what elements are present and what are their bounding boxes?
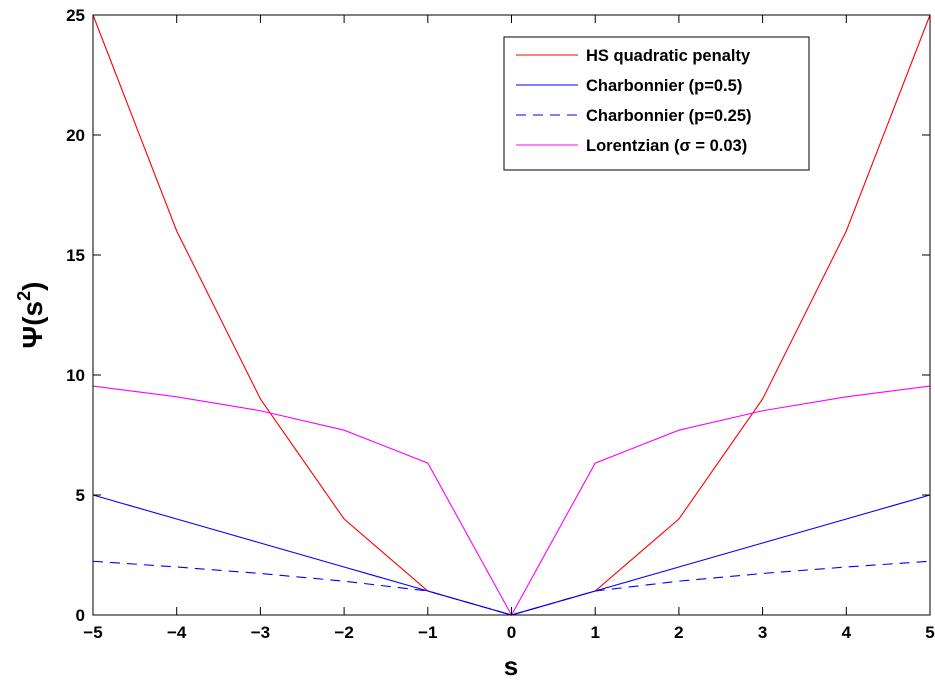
series-line-4 bbox=[92, 385, 931, 617]
y-tick-label: 15 bbox=[66, 246, 85, 265]
x-tick-label: 2 bbox=[674, 623, 683, 642]
y-tick-label: 5 bbox=[76, 486, 85, 505]
y-axis-label-superscript: 2 bbox=[14, 291, 34, 301]
y-tick-label: 0 bbox=[76, 606, 85, 625]
axis-ticks bbox=[92, 14, 931, 616]
x-tick-label: −3 bbox=[251, 623, 270, 642]
y-tick-label: 20 bbox=[66, 126, 85, 145]
x-tick-labels: −5 −4 −3 −2 −1 0 1 2 3 4 5 bbox=[83, 623, 934, 642]
legend-label-1: HS quadratic penalty bbox=[586, 47, 751, 65]
y-tick-labels: 0 5 10 15 20 25 bbox=[66, 6, 85, 625]
x-tick-label: −2 bbox=[334, 623, 353, 642]
x-tick-label: 3 bbox=[758, 623, 767, 642]
x-tick-label: −1 bbox=[418, 623, 437, 642]
x-axis-label: s bbox=[504, 651, 518, 680]
y-axis-label-suffix: ) bbox=[17, 282, 48, 291]
legend: HS quadratic penalty Charbonnier (p=0.5) C… bbox=[503, 36, 810, 171]
x-tick-label: 1 bbox=[590, 623, 599, 642]
legend-label-3: Charbonnier (p=0.25) bbox=[586, 107, 752, 125]
y-tick-label: 10 bbox=[66, 366, 85, 385]
series-line-3 bbox=[92, 560, 931, 616]
legend-label-2: Charbonnier (p=0.5) bbox=[586, 77, 742, 95]
x-tick-label: 5 bbox=[925, 623, 934, 642]
y-axis-label: Ψ(s2) bbox=[14, 282, 48, 349]
series-line-2 bbox=[92, 494, 931, 616]
x-tick-label: −5 bbox=[83, 623, 102, 642]
legend-box bbox=[503, 36, 810, 171]
legend-label-4: Lorentzian (σ = 0.03) bbox=[586, 137, 747, 155]
x-tick-label: −4 bbox=[167, 623, 187, 642]
y-tick-label: 25 bbox=[66, 6, 85, 25]
x-tick-label: 4 bbox=[842, 623, 852, 642]
x-tick-label: 0 bbox=[507, 623, 516, 642]
y-axis-label-prefix: Ψ(s bbox=[17, 301, 48, 349]
